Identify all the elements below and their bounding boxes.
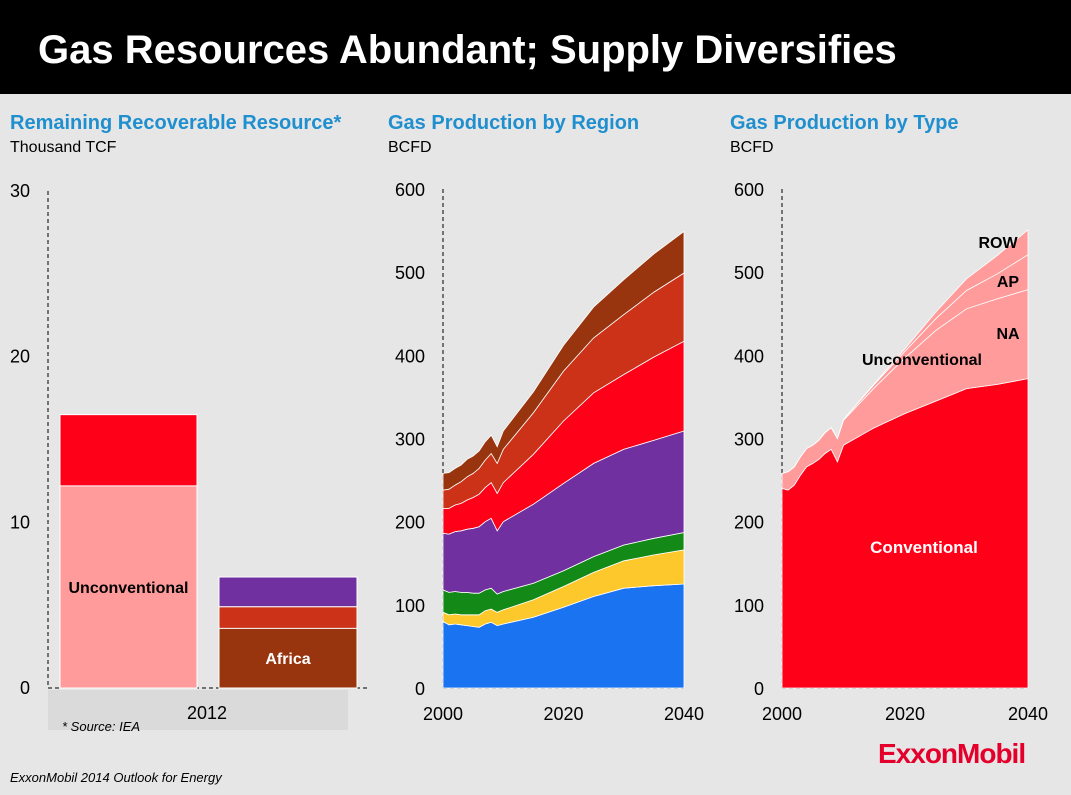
type-y-tick-label: 100 bbox=[734, 596, 764, 616]
x-category-label: 2012 bbox=[187, 703, 227, 723]
region-y-tick-label: 300 bbox=[395, 430, 425, 450]
resource-chart-title: Remaining Recoverable Resource* bbox=[10, 112, 342, 134]
type-x-tick-label: 2020 bbox=[885, 704, 925, 724]
region-y-tick-label: 100 bbox=[395, 596, 425, 616]
type-label-na: NA bbox=[996, 326, 1020, 343]
footnote: * Source: IEA bbox=[62, 719, 141, 734]
type-label-row: ROW bbox=[978, 235, 1018, 252]
type-x-tick-label: 2040 bbox=[1008, 704, 1048, 724]
type-area-row bbox=[781, 228, 1029, 474]
type-label-conventional: Conventional bbox=[870, 538, 978, 557]
region-x-tick-label: 2020 bbox=[543, 704, 583, 724]
resource-chart-unit: Thousand TCF bbox=[10, 139, 117, 156]
region-y-tick-label: 600 bbox=[395, 180, 425, 200]
region-chart-title: Gas Production by Region bbox=[388, 112, 640, 134]
page-title: Gas Resources Abundant; Supply Diversifi… bbox=[38, 28, 897, 72]
region-area-africa bbox=[442, 230, 685, 491]
bar-segment-unconventional bbox=[59, 485, 198, 689]
bar-segment-africa bbox=[218, 627, 358, 689]
region-x-tick-label: 2000 bbox=[423, 704, 463, 724]
type-x-tick-label: 2000 bbox=[762, 704, 802, 724]
source-note: ExxonMobil 2014 Outlook for Energy bbox=[10, 770, 222, 785]
bar-label-unconventional: Unconventional bbox=[68, 580, 188, 597]
type-label-unconventional: Unconventional bbox=[862, 352, 982, 369]
region-y-tick-label: 200 bbox=[395, 513, 425, 533]
y-tick-label: 0 bbox=[20, 678, 30, 698]
y-tick-label: 20 bbox=[10, 347, 30, 367]
type-y-tick-label: 600 bbox=[734, 180, 764, 200]
category-band bbox=[48, 690, 348, 730]
title-bar: Gas Resources Abundant; Supply Diversifi… bbox=[0, 0, 1071, 94]
type-area-conventional bbox=[781, 378, 1029, 689]
type-chart-title: Gas Production by Type bbox=[730, 112, 959, 134]
y-tick-label: 30 bbox=[10, 181, 30, 201]
type-y-tick-label: 400 bbox=[734, 346, 764, 366]
y-tick-label: 10 bbox=[10, 512, 30, 532]
type-label-ap: AP bbox=[997, 274, 1020, 291]
type-chart-unit: BCFD bbox=[730, 139, 774, 156]
region-chart-unit: BCFD bbox=[388, 139, 432, 156]
region-y-tick-label: 0 bbox=[415, 679, 425, 699]
region-x-tick-label: 2040 bbox=[664, 704, 704, 724]
type-y-tick-label: 0 bbox=[754, 679, 764, 699]
region-y-tick-label: 500 bbox=[395, 263, 425, 283]
type-y-tick-label: 200 bbox=[734, 513, 764, 533]
type-y-tick-label: 500 bbox=[734, 263, 764, 283]
type-y-tick-label: 300 bbox=[734, 430, 764, 450]
bar-label-africa: Africa bbox=[265, 651, 310, 668]
region-y-tick-label: 400 bbox=[395, 346, 425, 366]
exxonmobil-logo: ExxonMobil bbox=[878, 738, 1026, 769]
